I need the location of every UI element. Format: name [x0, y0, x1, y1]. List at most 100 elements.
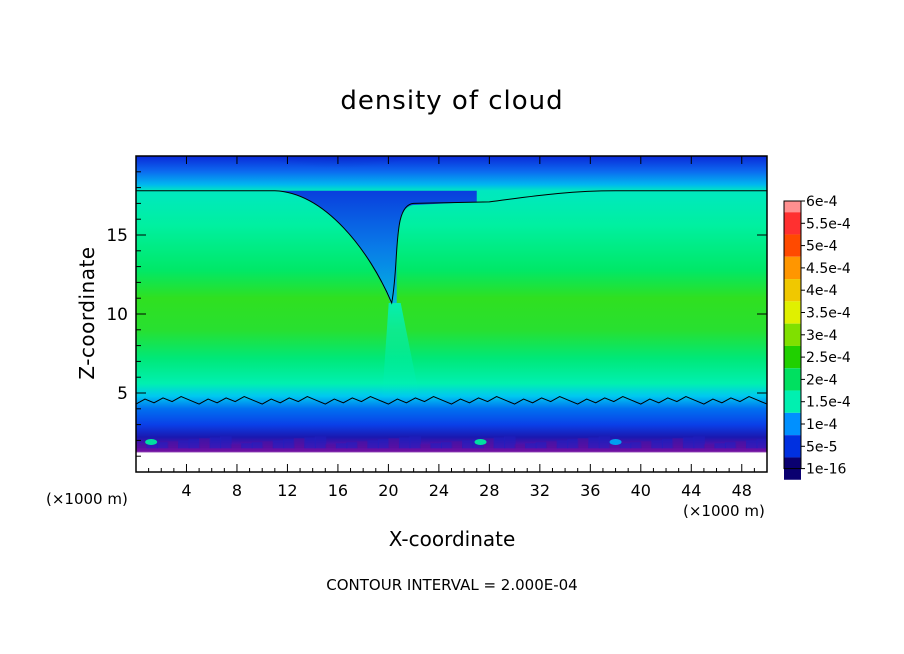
base-texture: [304, 437, 316, 449]
base-texture: [493, 437, 506, 449]
x-tick-label: 12: [277, 481, 297, 500]
base-texture: [556, 440, 569, 449]
base-hotspot: [145, 438, 158, 445]
colorbar-swatch-top: [784, 201, 801, 213]
plot-frame: [135, 155, 768, 473]
base-texture: [367, 440, 379, 449]
colorbar: 6e-4 5.5e-4 5e-4 4.5e-4 4e-4 3.5e-4 3e-4 2.5e-4…: [783, 194, 851, 480]
base-texture: [661, 439, 674, 449]
base-texture: [525, 443, 537, 449]
base-texture: [735, 441, 747, 449]
base-texture: [230, 444, 243, 449]
base-texture: [440, 442, 453, 449]
x-tick-label: 36: [580, 481, 600, 500]
base-texture: [409, 436, 421, 449]
x-unit-label-right: (×1000 m): [683, 502, 765, 520]
base-texture: [682, 437, 695, 449]
base-texture: [514, 444, 527, 449]
contour-lines: [136, 190, 767, 405]
colorbar-label: 5e-4: [806, 239, 838, 255]
base-texture: [283, 439, 295, 449]
x-tick-label: 48: [732, 481, 752, 500]
colorbar-frame: [783, 200, 802, 470]
base-hotspot: [474, 438, 487, 445]
base-texture: [272, 440, 285, 449]
colorbar-label: 2.5e-4: [806, 350, 851, 366]
base-texture: [325, 444, 337, 449]
colorbar-label: 4e-4: [806, 283, 838, 299]
base-texture: [577, 438, 590, 449]
colorbar-label: 1e-16: [806, 462, 846, 478]
base-texture: [598, 436, 611, 449]
x-tick-label: 28: [479, 481, 499, 500]
colorbar-swatch: [784, 390, 801, 413]
base-texture: [388, 438, 400, 449]
x-tick-label: 20: [378, 481, 398, 500]
base-texture: [546, 441, 558, 449]
colorbar-swatch: [784, 368, 801, 391]
base-texture: [703, 444, 716, 449]
colorbar-swatch: [784, 457, 801, 480]
base-texture: [430, 443, 442, 449]
x-axis-label: X-coordinate: [388, 527, 516, 551]
colorbar-swatch: [784, 256, 801, 280]
base-texture: [262, 441, 274, 449]
y-axis-ticks: 5 10 15: [106, 171, 767, 457]
base-texture: [756, 439, 767, 449]
base-texture: [714, 443, 726, 449]
density-field: [136, 156, 767, 472]
base-texture: [398, 437, 411, 449]
base-texture: [651, 440, 663, 449]
colorbar-label: 1.5e-4: [806, 395, 851, 411]
colorbar-label: 6e-4: [806, 194, 838, 210]
base-texture: [724, 442, 737, 449]
colorbar-swatch: [784, 234, 801, 257]
base-texture: [535, 442, 548, 449]
colorbar-swatch: [784, 323, 801, 346]
base-texture: [472, 439, 485, 449]
x-tick-label: 8: [232, 481, 242, 500]
base-texture: [356, 441, 369, 449]
base-texture: [745, 440, 758, 449]
base-texture: [335, 443, 348, 449]
base-texture: [199, 438, 211, 449]
contour-cloud-top: [136, 190, 767, 305]
colorbar-swatch: [784, 212, 801, 235]
colorbar-label: 2e-4: [806, 372, 838, 388]
base-texture: [314, 436, 327, 449]
base-texture: [241, 443, 253, 449]
base-texture: [567, 439, 579, 449]
colorbar-label: 3e-4: [806, 328, 838, 344]
field-background: [136, 156, 767, 472]
y-axis-label: Z-coordinate: [75, 246, 99, 380]
downdraft-trail: [382, 302, 420, 400]
base-texture: [188, 439, 201, 449]
colorbar-swatch: [784, 435, 801, 458]
x-tick-label: 40: [631, 481, 651, 500]
base-texture: [419, 444, 432, 449]
base-texture: [451, 441, 464, 449]
base-texture: [146, 443, 159, 449]
x-tick-label: 16: [328, 481, 348, 500]
x-axis-ticks: 4 8 12 16 20 24 28 32 36 40 44 48: [148, 156, 755, 500]
colorbar-swatch: [784, 345, 801, 369]
colorbar-label: 5e-5: [806, 439, 837, 455]
chart-title: density of cloud: [340, 86, 564, 116]
downdraft-funnel: [274, 190, 477, 303]
base-texture: [251, 442, 264, 449]
base-texture: [167, 441, 180, 449]
x-axis-label-wrap: X-coordinate: [0, 527, 904, 551]
base-texture: [693, 436, 705, 449]
x-tick-label: 24: [429, 481, 449, 500]
colorbar-label: 3.5e-4: [806, 306, 851, 322]
colorbar-swatch: [784, 412, 801, 436]
base-texture: [178, 440, 190, 449]
colorbar-swatch: [784, 301, 801, 324]
base-texture: [672, 438, 684, 449]
y-tick-label: 15: [106, 226, 128, 246]
base-texture: [136, 444, 148, 449]
contour-cloud-base: [136, 396, 767, 405]
base-texture: [220, 436, 232, 449]
base-texture: [504, 436, 516, 449]
base-texture: [483, 438, 495, 449]
